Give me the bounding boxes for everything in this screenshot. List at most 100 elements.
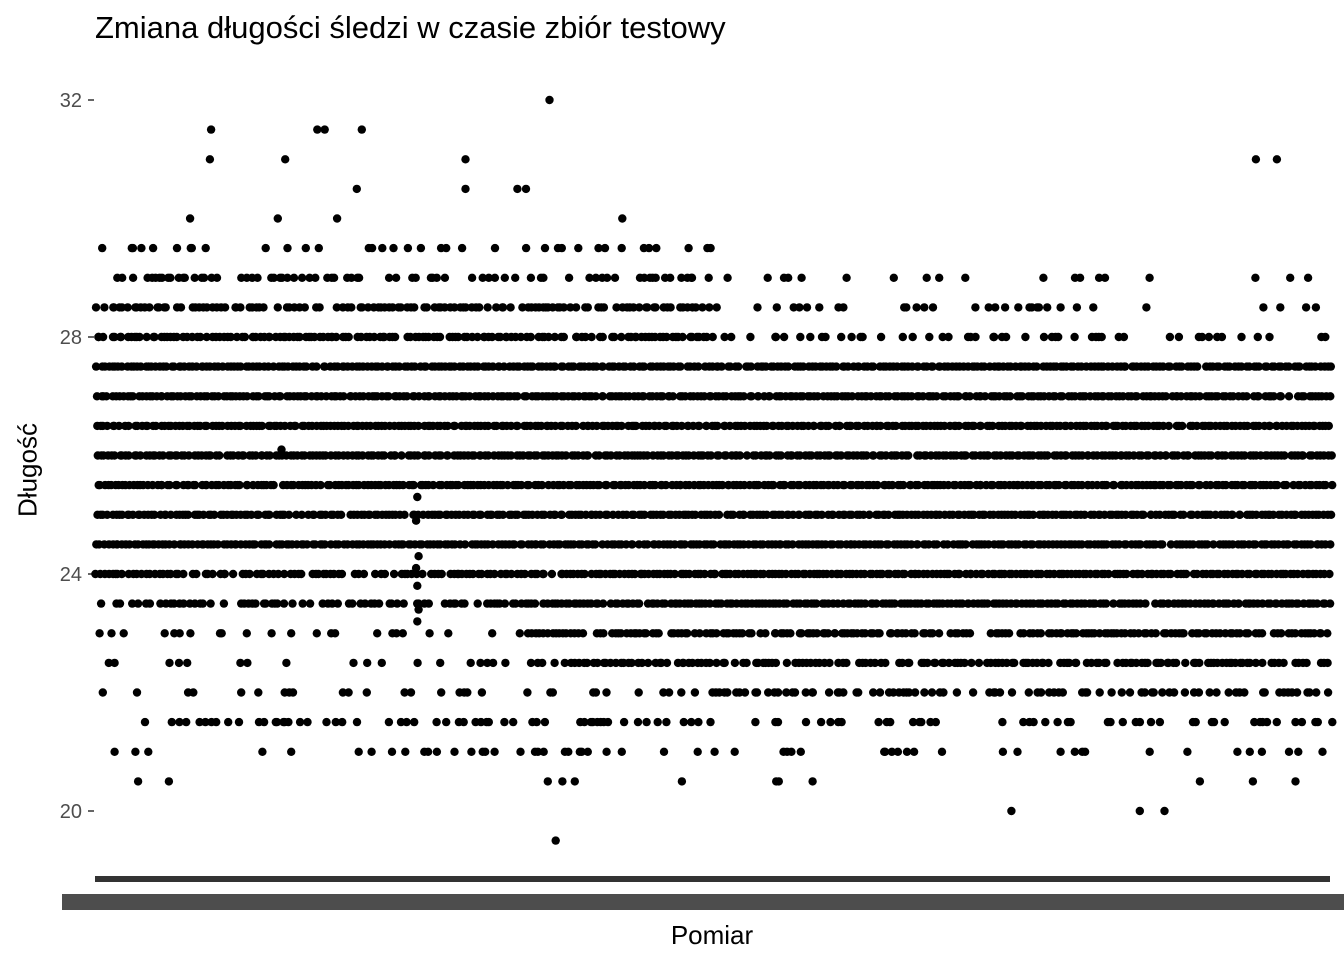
data-point bbox=[123, 303, 132, 312]
data-point bbox=[510, 540, 519, 549]
data-point bbox=[398, 540, 408, 549]
data-point bbox=[602, 747, 611, 756]
data-point bbox=[450, 303, 459, 312]
data-point bbox=[206, 599, 215, 608]
data-point bbox=[401, 747, 410, 756]
data-point bbox=[1326, 362, 1336, 371]
data-point bbox=[874, 717, 883, 727]
data-point bbox=[1188, 480, 1197, 490]
data-point bbox=[363, 658, 372, 668]
data-point bbox=[1295, 362, 1304, 371]
data-point bbox=[839, 303, 848, 312]
data-point bbox=[1095, 688, 1104, 697]
data-point bbox=[702, 332, 711, 342]
data-point bbox=[884, 510, 893, 519]
data-point bbox=[1151, 629, 1161, 638]
data-point bbox=[714, 451, 723, 460]
data-point bbox=[1284, 392, 1294, 401]
data-point bbox=[900, 569, 909, 579]
data-point bbox=[1039, 273, 1048, 282]
data-point bbox=[617, 747, 626, 756]
data-point bbox=[273, 599, 282, 608]
data-point bbox=[1039, 332, 1049, 342]
data-point bbox=[380, 569, 390, 579]
data-point bbox=[239, 451, 248, 460]
data-point bbox=[507, 569, 516, 579]
data-point bbox=[284, 510, 294, 519]
data-point bbox=[538, 658, 547, 668]
data-point bbox=[558, 362, 567, 371]
data-point bbox=[677, 421, 686, 431]
data-point bbox=[220, 303, 230, 312]
data-point bbox=[460, 540, 470, 549]
data-point bbox=[190, 273, 199, 282]
data-point bbox=[1323, 688, 1333, 697]
data-point bbox=[1065, 658, 1074, 668]
data-point bbox=[691, 510, 700, 519]
data-point bbox=[908, 717, 918, 727]
data-point bbox=[457, 243, 467, 253]
data-point bbox=[165, 658, 174, 668]
data-point bbox=[297, 510, 306, 519]
data-point bbox=[1000, 303, 1010, 312]
data-point bbox=[1102, 658, 1111, 668]
data-point bbox=[1251, 658, 1261, 668]
data-point bbox=[432, 747, 442, 756]
data-point bbox=[1166, 480, 1175, 490]
data-point bbox=[780, 480, 789, 490]
data-point bbox=[1279, 658, 1288, 668]
data-point bbox=[235, 480, 244, 490]
data-point bbox=[119, 629, 128, 638]
data-point bbox=[558, 777, 567, 786]
data-point bbox=[695, 421, 704, 431]
data-point bbox=[332, 303, 341, 312]
data-point bbox=[137, 243, 146, 253]
data-point bbox=[1207, 451, 1216, 460]
data-point bbox=[228, 569, 238, 579]
data-point bbox=[128, 599, 137, 608]
data-point bbox=[938, 332, 947, 342]
data-point bbox=[196, 332, 205, 342]
data-point bbox=[1080, 510, 1089, 519]
data-point bbox=[662, 421, 671, 431]
data-point bbox=[476, 658, 485, 668]
data-point bbox=[384, 273, 394, 282]
data-point bbox=[1056, 747, 1065, 756]
data-point bbox=[627, 658, 636, 668]
data-point bbox=[477, 688, 487, 697]
data-point bbox=[332, 332, 341, 342]
data-point bbox=[580, 717, 589, 727]
data-point bbox=[313, 125, 322, 134]
data-point bbox=[1191, 717, 1200, 727]
data-point bbox=[1318, 747, 1327, 756]
data-point bbox=[593, 658, 602, 668]
data-point bbox=[598, 332, 607, 342]
data-point bbox=[847, 332, 856, 342]
data-point bbox=[1321, 480, 1330, 490]
data-point bbox=[1248, 777, 1258, 786]
data-point bbox=[184, 451, 194, 460]
data-point bbox=[865, 510, 874, 519]
data-point bbox=[1041, 717, 1050, 727]
data-point bbox=[927, 688, 937, 697]
data-point bbox=[1291, 510, 1300, 519]
data-point bbox=[526, 332, 535, 342]
data-point bbox=[164, 777, 174, 786]
data-point bbox=[102, 392, 111, 401]
data-point bbox=[662, 332, 671, 342]
data-point bbox=[842, 658, 851, 668]
data-point bbox=[498, 303, 508, 312]
data-point bbox=[898, 658, 907, 668]
data-point bbox=[869, 688, 878, 697]
data-point bbox=[158, 451, 168, 460]
data-point bbox=[1204, 332, 1214, 342]
data-point bbox=[1024, 688, 1034, 697]
data-point bbox=[136, 451, 145, 460]
data-point bbox=[910, 688, 920, 697]
data-point bbox=[939, 688, 948, 697]
data-point bbox=[617, 243, 626, 253]
data-point bbox=[1254, 362, 1264, 371]
data-point bbox=[109, 303, 119, 312]
data-point bbox=[521, 243, 531, 253]
data-point bbox=[1284, 540, 1293, 549]
